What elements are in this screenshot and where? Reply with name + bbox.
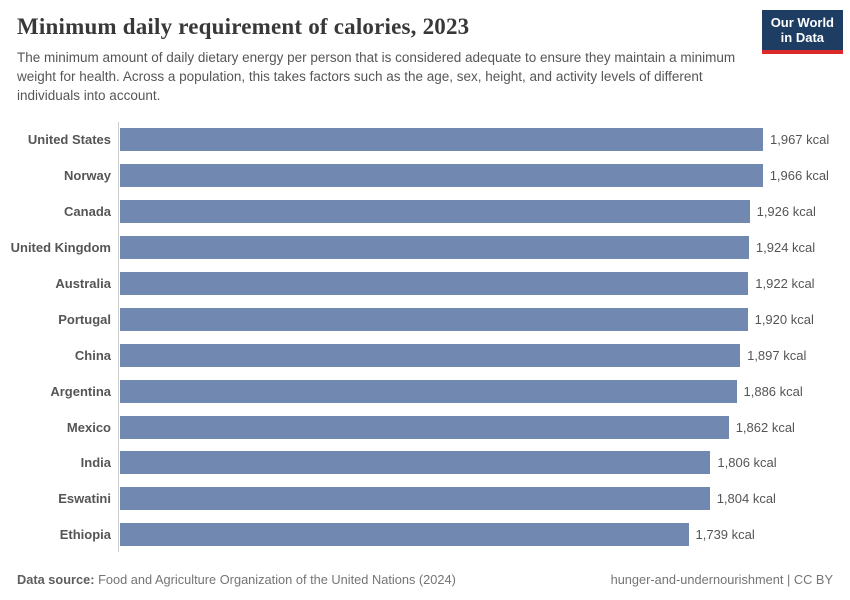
chart-row: United States 1,967 kcal [0,122,850,158]
category-label[interactable]: United States [27,132,111,148]
chart-row: China 1,897 kcal [0,337,850,373]
value-label: 1,924 kcal [755,240,816,256]
chart-row: Argentina 1,886 kcal [0,373,850,409]
chart-row: Mexico 1,862 kcal [0,409,850,445]
owid-logo[interactable]: Our World in Data [761,10,843,54]
bar[interactable] [120,343,741,367]
bar[interactable] [120,523,689,547]
bar[interactable] [120,415,729,439]
bar[interactable] [120,200,750,224]
category-label[interactable]: China [74,347,111,363]
bar[interactable] [120,164,763,188]
license-note: hunger-and-undernourishment | CC BY [610,572,833,587]
chart-row: Ethiopia 1,739 kcal [0,517,850,553]
data-source-label: Data source: [17,572,95,587]
value-label: 1,966 kcal [769,168,829,184]
value-label: 1,926 kcal [756,204,816,220]
category-label[interactable]: Canada [64,204,111,220]
value-label: 1,967 kcal [770,132,830,148]
chart-row: Canada 1,926 kcal [0,194,850,230]
category-label[interactable]: Australia [55,276,111,291]
page-title: Minimum daily requirement of calories, 2… [17,14,470,39]
owid-logo-line1: Our World [770,15,834,30]
category-label[interactable]: Ethiopia [59,527,111,543]
category-label[interactable]: Mexico [66,419,111,435]
value-label: 1,897 kcal [747,347,807,363]
bar-chart: United States 1,967 kcal Norway 1,966 kcal C… [0,122,850,554]
bar[interactable] [120,128,763,152]
value-label: 1,886 kcal [743,383,803,399]
data-source-text: Food and Agriculture Organization of the… [94,572,456,587]
value-label: 1,920 kcal [754,311,814,327]
category-label[interactable]: Argentina [50,383,111,399]
chart-row: United Kingdom 1,924 kcal [0,230,850,266]
chart-subtitle: The minimum amount of daily dietary ener… [17,50,736,104]
bar[interactable] [120,451,711,475]
chart-row: Eswatini 1,804 kcal [0,481,850,517]
chart-row: Australia 1,922 kcal [0,266,850,302]
value-label: 1,739 kcal [695,527,755,543]
category-label[interactable]: Norway [64,168,111,184]
chart-header: Minimum daily requirement of calories, 2… [17,10,843,105]
category-label[interactable]: India [80,455,111,471]
value-label: 1,804 kcal [716,491,776,507]
owid-logo-line2: in Data [780,30,825,46]
value-label: 1,806 kcal [717,455,777,471]
category-label[interactable]: Portugal [58,311,111,327]
chart-row: India 1,806 kcal [0,445,850,481]
chart-footer: Data source: Food and Agriculture Organi… [17,572,833,587]
value-label: 1,922 kcal [755,276,815,291]
chart-row: Portugal 1,920 kcal [0,301,850,337]
chart-rows: United States 1,967 kcal Norway 1,966 kcal C… [0,122,850,553]
bar[interactable] [120,487,710,511]
bar[interactable] [120,379,737,403]
bar[interactable] [120,272,749,295]
category-label[interactable]: Eswatini [58,491,111,507]
data-source-note: Data source: Food and Agriculture Organi… [17,572,456,587]
chart-row: Norway 1,966 kcal [0,158,850,194]
value-label: 1,862 kcal [735,419,795,435]
category-label[interactable]: United Kingdom [10,240,111,256]
bar[interactable] [120,236,749,260]
y-axis-line [118,122,119,552]
bar[interactable] [120,307,748,331]
